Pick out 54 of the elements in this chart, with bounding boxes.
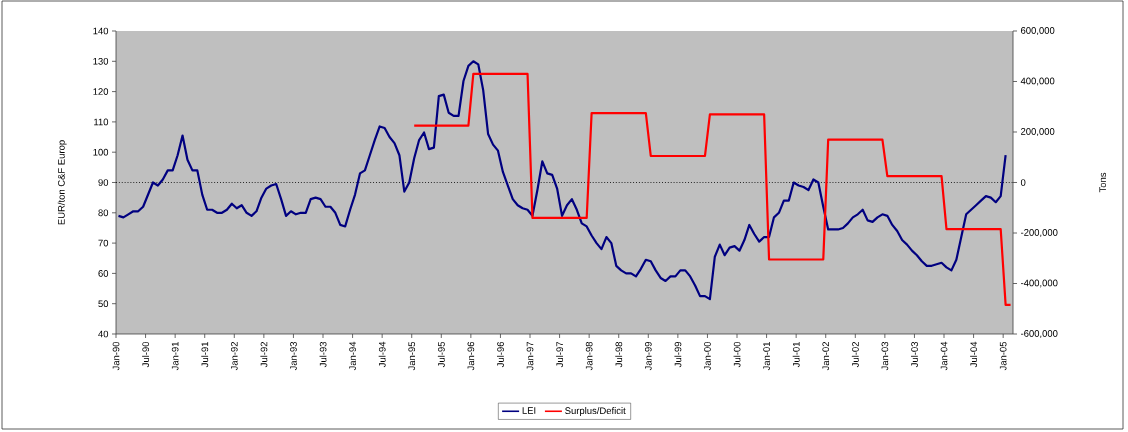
y2-tick-label: -400,000 [1020,279,1058,288]
y2-tick-label: 200,000 [1021,128,1055,136]
x-tick-label: Jul-90 [142,341,150,368]
y-tick-label: 130 [93,57,109,65]
x-tick-label: Jul-02 [851,341,859,368]
legend-label: Surplus/Deficit [565,407,626,416]
y2-tick-label: -200,000 [1020,229,1058,237]
y-tick-label: 40 [98,330,109,338]
x-tick-label: Jan-05 [999,341,1007,371]
x-tick-label: Jul-93 [319,341,327,368]
legend-label: LEI [522,407,536,414]
x-tick-label: Jan-00 [704,341,711,371]
y-tick-label: 90 [98,179,109,186]
x-tick-label: Jan-98 [585,341,593,371]
x-tick-label: Jan-95 [408,341,416,371]
x-tick-label: Jul-92 [260,341,268,368]
x-tick-label: Jan-92 [230,341,238,371]
y2-tick-label: 0 [1020,179,1026,186]
y2-tick-label: 600,000 [1021,27,1055,35]
x-tick-label: Jul-97 [556,341,564,368]
x-tick-label: Jan-03 [881,341,889,371]
y2-axis-title: Tons [1099,172,1107,193]
x-tick-label: Jan-91 [171,341,179,371]
y-tick-label: 110 [94,118,109,126]
x-tick-label: Jan-99 [644,341,652,371]
x-tick-label: Jan-04 [940,341,948,371]
y-tick-label: 80 [98,209,109,217]
y-tick-label: 50 [98,300,109,308]
x-tick-label: Jul-98 [615,341,623,368]
y2-tick-label: 400,000 [1020,77,1055,86]
y-axis-title: EUR/ton C&F Europ [57,140,67,225]
x-tick-label: Jan-96 [467,341,475,371]
x-tick-label: Jul-99 [674,341,682,368]
x-tick-label: Jul-03 [910,341,918,368]
line-series [413,72,1012,307]
x-tick-label: Jan-02 [822,341,830,371]
x-tick-label: Jul-91 [201,341,209,368]
y-tick-label: 120 [93,88,109,95]
x-tick-label: Jan-94 [349,341,356,371]
x-tick-label: Jul-95 [437,341,445,368]
x-tick-label: Jul-04 [970,341,978,368]
y-tick-label: 100 [93,148,109,156]
x-tick-label: Jul-00 [733,341,741,368]
y-tick-label: 70 [98,239,109,247]
x-tick-label: Jan-97 [526,341,534,371]
x-tick-label: Jan-93 [290,341,297,371]
y-tick-label: 60 [98,270,109,277]
x-tick-label: Jan-01 [763,341,770,371]
x-tick-label: Jan-90 [112,341,120,371]
y2-tick-label: -600,000 [1020,330,1058,338]
x-tick-label: Jul-94 [378,341,386,368]
x-tick-label: Jul-96 [496,341,504,368]
x-tick-label: Jul-01 [792,341,800,368]
y-tick-label: 140 [93,27,109,35]
